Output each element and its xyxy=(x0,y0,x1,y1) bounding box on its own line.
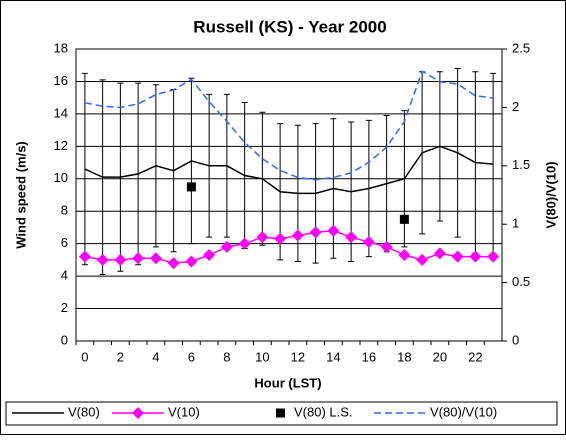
legend-label: V(80)/V(10) xyxy=(430,404,497,419)
diamond-marker xyxy=(96,253,109,266)
diamond-marker xyxy=(149,252,162,265)
diamond-marker xyxy=(487,250,500,263)
legend-label: V(10) xyxy=(168,404,200,419)
x-tick-label: 8 xyxy=(223,349,230,364)
diamond-marker xyxy=(469,250,482,263)
diamond-marker xyxy=(274,232,287,245)
x-tick-label: 20 xyxy=(433,349,447,364)
x-tick-label: 4 xyxy=(152,349,159,364)
legend-label: V(80) L.S. xyxy=(294,404,353,419)
legend-label: V(80) xyxy=(68,404,100,419)
y-tick-label: 4 xyxy=(61,268,68,283)
y-tick-label: 0 xyxy=(61,332,68,347)
diamond-marker xyxy=(114,253,127,266)
diamond-marker xyxy=(238,237,251,250)
legend-marker xyxy=(132,407,144,419)
y-tick-label: 10 xyxy=(54,170,68,185)
x-tick-label: 22 xyxy=(468,349,482,364)
x-tick-label: 12 xyxy=(291,349,305,364)
x-axis-title: Hour (LST) xyxy=(254,375,321,390)
series-line xyxy=(84,145,494,195)
diamond-marker xyxy=(256,231,269,244)
diamond-marker xyxy=(185,255,198,268)
y2-tick-label: 2 xyxy=(512,99,519,114)
y-axis-title: Wind speed (m/s) xyxy=(13,141,28,249)
y2-tick-label: 0 xyxy=(512,332,519,347)
square-marker xyxy=(186,182,196,192)
y-tick-label: 2 xyxy=(61,300,68,315)
y-tick-label: 12 xyxy=(54,138,68,153)
y-tick-label: 18 xyxy=(54,40,68,55)
diamond-marker xyxy=(433,247,446,260)
diamond-marker xyxy=(220,240,233,253)
diamond-marker xyxy=(362,236,375,249)
diamond-marker xyxy=(78,250,91,263)
diamond-marker xyxy=(132,252,145,265)
x-tick-label: 16 xyxy=(362,349,376,364)
diamond-marker xyxy=(309,226,322,239)
y2-axis-title: V(80)/V(10) xyxy=(543,161,558,228)
y-tick-label: 14 xyxy=(54,105,68,120)
x-tick-label: 0 xyxy=(81,349,88,364)
legend-marker xyxy=(276,408,285,418)
x-tick-label: 14 xyxy=(326,349,340,364)
y2-tick-label: 1.5 xyxy=(512,157,530,172)
diamond-marker xyxy=(451,250,464,263)
diamond-marker xyxy=(327,224,340,237)
square-marker xyxy=(399,214,409,224)
diamond-marker xyxy=(167,257,180,270)
y2-tick-label: 2.5 xyxy=(512,40,530,55)
y2-tick-label: 1 xyxy=(512,216,519,231)
diamond-marker xyxy=(203,249,216,262)
x-tick-label: 10 xyxy=(255,349,269,364)
x-tick-label: 2 xyxy=(117,349,124,364)
y2-tick-label: 0.5 xyxy=(512,274,530,289)
diamond-marker xyxy=(416,253,429,266)
diamond-marker xyxy=(291,229,304,242)
series-line xyxy=(84,70,494,181)
diamond-marker xyxy=(380,240,393,253)
diamond-marker xyxy=(398,249,411,262)
x-tick-label: 18 xyxy=(397,349,411,364)
chart-title: Russell (KS) - Year 2000 xyxy=(193,17,386,36)
x-tick-label: 6 xyxy=(188,349,195,364)
diamond-marker xyxy=(345,231,358,244)
y-tick-label: 8 xyxy=(61,203,68,218)
y-tick-label: 6 xyxy=(61,235,68,250)
y-tick-label: 16 xyxy=(54,73,68,88)
